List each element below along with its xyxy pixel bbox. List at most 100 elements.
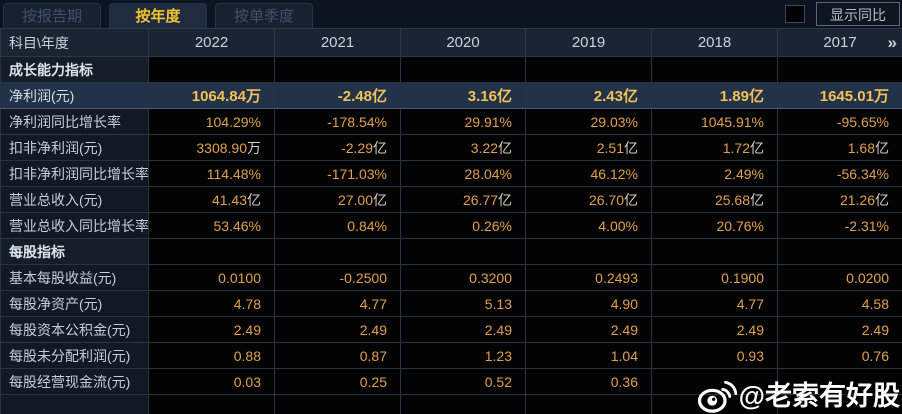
value-cell: 1.68亿 [777,134,902,161]
tab-single-quarter[interactable]: 按单季度 [215,3,313,28]
row-label [0,394,149,414]
show-yoy-checkbox[interactable] [785,5,805,23]
table-row: 每股未分配利润(元) 0.88 0.87 1.23 1.04 0.93 0.76 [0,342,902,369]
row-label: 每股净资产(元) [0,290,149,317]
row-label: 营业总收入(元) [0,186,149,213]
value-cell [651,238,778,265]
section-row: 成长能力指标 [0,56,902,83]
value-cell: 2.49% [651,160,778,187]
value-cell: 2.49 [651,316,778,343]
value-cell [651,56,778,83]
year-column-header: 2021 [274,28,401,57]
value-cell: 0.03 [148,368,275,395]
value-cell: -2.29亿 [274,134,401,161]
value-cell [274,394,401,414]
value-cell: -95.65% [777,108,902,135]
year-column-header: 2018 [651,28,778,57]
value-cell: 53.46% [148,212,275,239]
value-cell: 0.26% [400,212,526,239]
value-cell: 46.12% [525,160,652,187]
value-cell: 0.2493 [525,264,652,291]
value-cell [777,368,902,395]
value-cell: 0.93 [651,342,778,369]
value-cell: 0.87 [274,342,401,369]
year-column-header: 2022 [148,28,275,57]
value-cell: 4.90 [525,290,652,317]
year-column-header: 2017» [777,28,902,57]
value-cell: 26.70亿 [525,186,652,213]
value-cell: 25.68亿 [651,186,778,213]
value-cell: -0.2500 [274,264,401,291]
value-cell: 1645.01万 [777,82,902,109]
value-cell [400,56,526,83]
value-cell: 3.22亿 [400,134,526,161]
value-cell: 29.91% [400,108,526,135]
corner-header: 科目\年度 [0,28,149,57]
more-columns-icon[interactable]: » [887,32,898,52]
value-cell: 28.04% [400,160,526,187]
tab-annual[interactable]: 按年度 [109,3,207,28]
value-cell: -171.03% [274,160,401,187]
value-cell: 2.49 [148,316,275,343]
table-row: 每股资本公积金(元) 2.49 2.49 2.49 2.49 2.49 2.49 [0,316,902,343]
value-cell: 1064.84万 [148,82,275,109]
value-cell: 2.51亿 [525,134,652,161]
value-cell: 0.88 [148,342,275,369]
value-cell: 0.0100 [148,264,275,291]
table-row: 净利润同比增长率 104.29% -178.54% 29.91% 29.03% 1045.… [0,108,902,135]
row-label: 基本每股收益(元) [0,264,149,291]
value-cell: 20.76% [651,212,778,239]
value-cell: 0.25 [274,368,401,395]
value-cell: 0.0200 [777,264,902,291]
row-label: 每股经营现金流(元) [0,368,149,395]
value-cell: 5.13 [400,290,526,317]
value-cell: 1.23 [400,342,526,369]
value-cell: 4.77 [274,290,401,317]
value-cell: 3308.90万 [148,134,275,161]
value-cell [777,238,902,265]
value-cell: -2.31% [777,212,902,239]
tab-report-period[interactable]: 按报告期 [3,3,101,28]
value-cell: 3.16亿 [400,82,526,109]
year-column-header: 2019 [525,28,652,57]
value-cell: 0.52 [400,368,526,395]
value-cell: 1.89亿 [651,82,778,109]
value-cell: 4.00% [525,212,652,239]
value-cell [525,394,652,414]
value-cell: 114.48% [148,160,275,187]
value-cell: 2.43亿 [525,82,652,109]
value-cell: -56.34% [777,160,902,187]
value-cell: 2.49 [777,316,902,343]
value-cell: 0.1900 [651,264,778,291]
value-cell [777,56,902,83]
row-label: 扣非净利润(元) [0,134,149,161]
value-cell [400,238,526,265]
table-header-row: 科目\年度 2022 2021 2020 2019 2018 2017» [0,28,902,57]
value-cell: 0.36 [525,368,652,395]
value-cell [651,394,778,414]
value-cell [274,56,401,83]
value-cell: 0.84% [274,212,401,239]
show-yoy-button[interactable]: 显示同比 [816,2,900,26]
value-cell: 29.03% [525,108,652,135]
value-cell [274,238,401,265]
value-cell: 1.04 [525,342,652,369]
value-cell [651,368,778,395]
table-row: 基本每股收益(元) 0.0100 -0.2500 0.3200 0.2493 0.1900… [0,264,902,291]
value-cell: 21.26亿 [777,186,902,213]
table-row: 扣非净利润同比增长率 114.48% -171.03% 28.04% 46.12% 2.4… [0,160,902,187]
value-cell: 2.49 [274,316,401,343]
table-row: 每股净资产(元) 4.78 4.77 5.13 4.90 4.77 4.58 [0,290,902,317]
table-row: 营业总收入同比增长率 53.46% 0.84% 0.26% 4.00% 20.76% -2.… [0,212,902,239]
value-cell [400,394,526,414]
value-cell [777,394,902,414]
value-cell [525,238,652,265]
row-label: 净利润同比增长率 [0,108,149,135]
row-label: 营业总收入同比增长率 [0,212,149,239]
row-label: 净利润(元) [0,82,149,109]
value-cell [525,56,652,83]
tab-bar: 按报告期 按年度 按单季度 显示同比 [0,0,902,28]
value-cell: 0.3200 [400,264,526,291]
row-label: 成长能力指标 [0,56,149,83]
value-cell: 2.49 [400,316,526,343]
